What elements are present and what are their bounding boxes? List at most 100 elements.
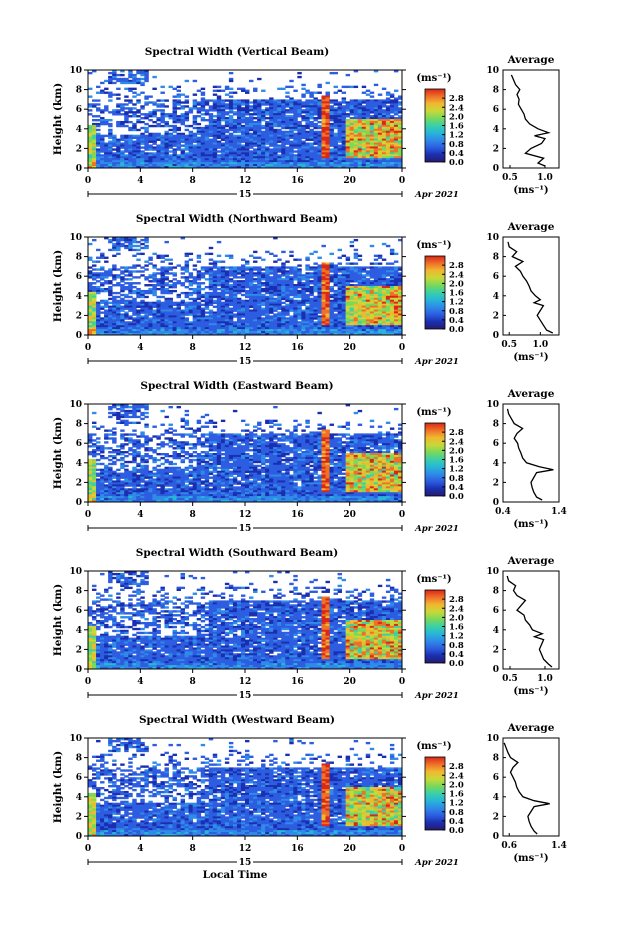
heatmap-cell [293, 299, 298, 303]
heatmap-cell [269, 113, 274, 116]
heatmap-cell [88, 113, 93, 116]
heatmap-cell [188, 146, 194, 149]
heatmap-cell [253, 286, 258, 289]
heatmap-cell [104, 166, 109, 169]
average-frame [502, 69, 560, 169]
heatmap-cell [281, 150, 286, 153]
heatmap-cell [269, 138, 274, 141]
heatmap-cell [301, 293, 306, 297]
heatmap-cell [309, 138, 314, 141]
heatmap-cell [104, 317, 109, 320]
heatmap-cell [265, 132, 270, 136]
heatmap-cell [257, 134, 262, 138]
heatmap-cell [261, 319, 266, 322]
heatmap-cell [305, 120, 310, 124]
heatmap-cell [321, 268, 326, 271]
heatmap-cell [289, 109, 294, 112]
heatmap-cell [369, 154, 375, 157]
heatmap-cell [373, 134, 379, 138]
heatmap-cell [188, 130, 194, 134]
heatmap-cell [184, 124, 190, 128]
heatmap-cell [192, 264, 198, 267]
heatmap-cell [265, 270, 270, 273]
heatmap-cell [325, 286, 330, 289]
heatmap-cell [345, 305, 351, 308]
heatmap-cell [377, 256, 383, 259]
heatmap-cell [321, 113, 326, 116]
heatmap-cell [249, 274, 254, 277]
unit-label: (ms⁻¹) [416, 73, 451, 84]
heatmap-cell [168, 158, 173, 161]
heatmap-cell [124, 244, 129, 248]
heatmap-cell [317, 280, 322, 283]
heatmap-cell [224, 113, 230, 116]
heatmap-cell [220, 89, 226, 92]
heatmap-cell [188, 252, 194, 256]
heatmap-cell [253, 274, 258, 277]
heatmap-cell [333, 276, 338, 279]
heatmap-cell [236, 307, 242, 310]
heatmap-cell [152, 138, 157, 141]
heatmap-cell [168, 164, 173, 167]
heatmap-cell [156, 299, 161, 303]
heatmap-cell [112, 321, 117, 324]
heatmap-cell [120, 331, 125, 334]
heatmap-cell [285, 130, 290, 134]
heatmap-cell [289, 280, 294, 283]
heatmap-cell [88, 321, 93, 324]
heatmap-cell [212, 260, 218, 263]
heatmap-cell [228, 317, 234, 320]
heatmap-cell [281, 270, 286, 273]
heatmap-cell [377, 107, 383, 110]
heatmap-cell [325, 276, 330, 279]
heatmap-cell [152, 333, 157, 336]
heatmap-cell [377, 126, 383, 130]
heatmap-cell [208, 297, 214, 301]
heatmap-cell [208, 109, 214, 112]
heatmap-cell [152, 280, 157, 283]
heatmap-cell [152, 134, 157, 138]
heatmap-cell [196, 295, 202, 299]
heatmap-cell [108, 111, 113, 114]
heatmap-cell [305, 138, 310, 141]
heatmap-cell [329, 305, 334, 308]
heatmap-cell [120, 107, 125, 110]
heatmap-cell [212, 109, 218, 112]
heatmap-cell [196, 254, 202, 257]
heatmap-cell [325, 140, 330, 143]
heatmap-cell [120, 242, 125, 246]
heatmap-cell [349, 111, 355, 114]
heatmap-cell [172, 289, 177, 293]
heatmap-cell [196, 130, 202, 134]
heatmap-cell [257, 297, 262, 301]
heatmap-cell [245, 152, 250, 155]
heatmap-cell [357, 126, 363, 130]
heatmap-cell [228, 307, 234, 310]
heatmap-cell [397, 146, 403, 149]
heatmap-cell [156, 331, 161, 334]
heatmap-cell [261, 323, 266, 326]
heatmap-cell [208, 152, 214, 155]
heatmap-cell [245, 140, 250, 143]
heatmap-cell [124, 313, 129, 316]
heatmap-cell [124, 325, 129, 328]
heatmap-cell [100, 307, 105, 310]
heatmap-cell [349, 142, 355, 145]
heatmap-cell [373, 160, 379, 163]
heatmap-cell [377, 101, 383, 104]
heatmap-cell [265, 164, 270, 167]
heatmap-cell [132, 248, 137, 252]
heatmap-cell [128, 71, 133, 75]
heatmap-cell [397, 154, 403, 157]
heatmap-cell [148, 160, 153, 163]
heatmap-cell [277, 276, 282, 279]
heatmap-cell [212, 305, 218, 308]
heatmap-cell [140, 70, 145, 73]
heatmap-cell [317, 307, 322, 310]
heatmap-cell [273, 289, 278, 293]
heatmap-cell [188, 293, 194, 297]
heatmap-cell [180, 144, 186, 147]
heatmap-cell [92, 126, 97, 130]
heatmap-cell [204, 142, 210, 145]
heatmap-cell [397, 150, 403, 153]
